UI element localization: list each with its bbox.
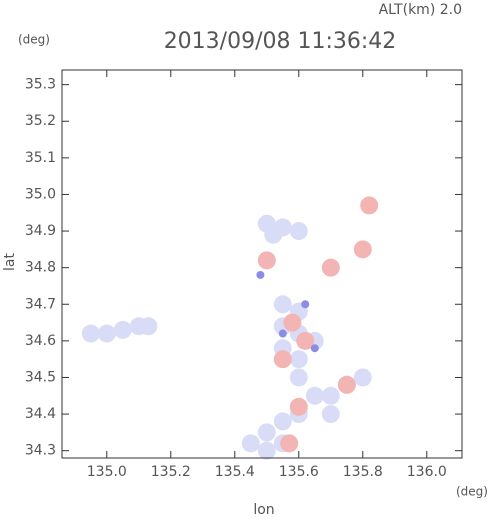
data-point <box>139 317 158 336</box>
y-tick-label: 34.7 <box>25 296 56 312</box>
y-axis-label: lat <box>2 253 18 271</box>
x-tick-label: 135.8 <box>343 464 383 480</box>
x-tick-label: 135.0 <box>87 464 127 480</box>
y-tick-label: 34.9 <box>25 223 56 239</box>
data-point <box>296 331 315 350</box>
data-point <box>321 405 340 424</box>
y-tick-label: 35.0 <box>25 186 56 202</box>
data-point <box>337 375 356 394</box>
data-point <box>264 225 283 244</box>
data-point <box>273 412 292 431</box>
x-tick-label: 135.6 <box>279 464 319 480</box>
data-point <box>305 386 324 405</box>
data-point <box>353 240 372 259</box>
y-tick-label: 34.5 <box>25 369 56 385</box>
data-point <box>289 368 308 387</box>
chart-title: 2013/09/08 11:36:42 <box>164 29 397 54</box>
y-tick-label: 34.8 <box>25 260 56 276</box>
data-point <box>241 434 260 453</box>
y-tick-label: 35.2 <box>25 113 56 129</box>
x-unit: (deg) <box>456 485 488 499</box>
y-unit: (deg) <box>18 33 50 47</box>
y-tick-label: 34.4 <box>25 406 56 422</box>
data-point <box>321 386 340 405</box>
data-point <box>360 196 379 215</box>
data-point <box>257 423 276 442</box>
plot-frame <box>61 69 463 459</box>
data-point <box>353 368 372 387</box>
data-point <box>289 222 308 241</box>
x-tick-label: 135.2 <box>151 464 191 480</box>
y-tick-label: 34.6 <box>25 333 56 349</box>
data-point <box>256 270 265 279</box>
data-point <box>289 350 308 369</box>
data-point <box>321 258 340 277</box>
x-tick-label: 136.0 <box>407 464 447 480</box>
data-point <box>283 313 302 332</box>
data-point <box>97 324 116 343</box>
data-point <box>273 295 292 314</box>
data-point <box>257 251 276 270</box>
altitude-label: ALT(km) 2.0 <box>379 2 462 18</box>
x-axis-label: lon <box>253 502 274 518</box>
data-point <box>289 397 308 416</box>
data-point <box>278 329 287 338</box>
y-tick-label: 34.3 <box>25 443 56 459</box>
data-point <box>273 350 292 369</box>
y-tick-label: 35.3 <box>25 77 56 93</box>
x-tick-label: 135.4 <box>215 464 255 480</box>
data-point <box>301 300 310 309</box>
y-tick-label: 35.1 <box>25 150 56 166</box>
data-point <box>113 320 132 339</box>
data-point <box>280 434 299 453</box>
data-point <box>257 441 276 460</box>
data-point <box>310 344 319 353</box>
data-point <box>81 324 100 343</box>
